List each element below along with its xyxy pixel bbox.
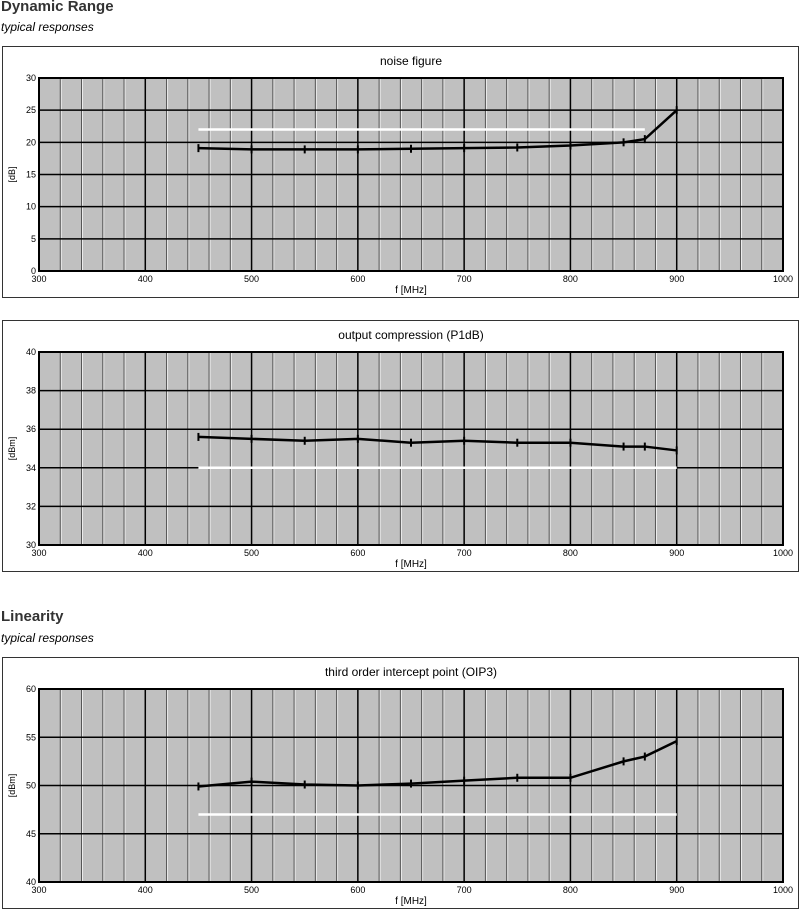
x-tick-label: 500 (244, 885, 259, 895)
x-tick-label: 600 (350, 885, 365, 895)
x-tick-label: 800 (563, 885, 578, 895)
chart-oip3: third order intercept point (OIP3) 300 400… (2, 657, 799, 909)
y-tick-label: 36 (26, 424, 36, 434)
chart-noise-figure: noise figure 300 400 500 600 700 800 900 1000 0 5 1… (2, 46, 799, 298)
x-tick-label: 600 (350, 274, 365, 284)
y-tick-label: 60 (26, 684, 36, 694)
y-tick-label: 30 (26, 73, 36, 83)
x-tick-label: 900 (669, 548, 684, 558)
y-tick-label: 25 (26, 105, 36, 115)
y-axis-label: [dB] (7, 166, 17, 182)
chart-title: output compression (P1dB) (338, 328, 483, 342)
plot-frame (38, 351, 784, 546)
x-tick-label: 300 (31, 548, 46, 558)
y-tick-label: 15 (26, 170, 36, 180)
x-axis-label: f [MHz] (395, 896, 427, 907)
x-tick-label: 700 (457, 885, 472, 895)
plot-area (39, 352, 783, 545)
chart-svg: third order intercept point (OIP3) 300 400… (7, 665, 793, 907)
y-tick-label: 55 (26, 732, 36, 742)
x-tick-label: 400 (138, 548, 153, 558)
chart-svg: output compression (P1dB) 300 400 500 600 700… (7, 328, 793, 570)
chart-title: noise figure (380, 54, 442, 68)
section-heading-linearity: Linearity (1, 608, 64, 625)
x-tick-label: 400 (138, 274, 153, 284)
x-tick-label: 600 (350, 548, 365, 558)
x-tick-label: 500 (244, 548, 259, 558)
y-tick-label: 34 (26, 463, 36, 473)
y-axis-label: [dBm] (7, 437, 17, 461)
y-tick-label: 50 (26, 781, 36, 791)
y-tick-label: 0 (31, 266, 36, 276)
chart-title: third order intercept point (OIP3) (325, 665, 497, 679)
y-tick-label: 20 (26, 137, 36, 147)
x-tick-label: 800 (563, 548, 578, 558)
y-tick-label: 32 (26, 501, 36, 511)
y-tick-label: 40 (26, 877, 36, 887)
y-tick-label: 40 (26, 347, 36, 357)
x-tick-label: 1000 (773, 274, 793, 284)
y-axis-label: [dBm] (7, 774, 17, 798)
chart-output-compression: output compression (P1dB) 300 400 500 600 700… (2, 320, 799, 572)
x-tick-label: 800 (563, 274, 578, 284)
x-tick-label: 400 (138, 885, 153, 895)
x-tick-label: 300 (31, 274, 46, 284)
section-subheading: typical responses (1, 631, 94, 645)
x-axis-label: f [MHz] (395, 559, 427, 570)
y-tick-label: 5 (31, 234, 36, 244)
y-tick-label: 38 (26, 386, 36, 396)
x-tick-label: 900 (669, 274, 684, 284)
y-tick-label: 30 (26, 540, 36, 550)
x-tick-label: 1000 (773, 548, 793, 558)
x-tick-label: 700 (457, 548, 472, 558)
x-axis-label: f [MHz] (395, 285, 427, 296)
x-tick-label: 900 (669, 885, 684, 895)
x-tick-label: 500 (244, 274, 259, 284)
chart-svg: noise figure 300 400 500 600 700 800 900 1000 0 5 1… (7, 54, 793, 296)
x-tick-label: 700 (457, 274, 472, 284)
y-tick-label: 45 (26, 829, 36, 839)
plot-frame (38, 688, 784, 883)
x-tick-label: 1000 (773, 885, 793, 895)
y-tick-label: 10 (26, 202, 36, 212)
section-heading-dynamic-range: Dynamic Range (1, 0, 114, 15)
x-tick-label: 300 (31, 885, 46, 895)
section-subheading: typical responses (1, 20, 94, 34)
plot-frame (38, 77, 784, 272)
